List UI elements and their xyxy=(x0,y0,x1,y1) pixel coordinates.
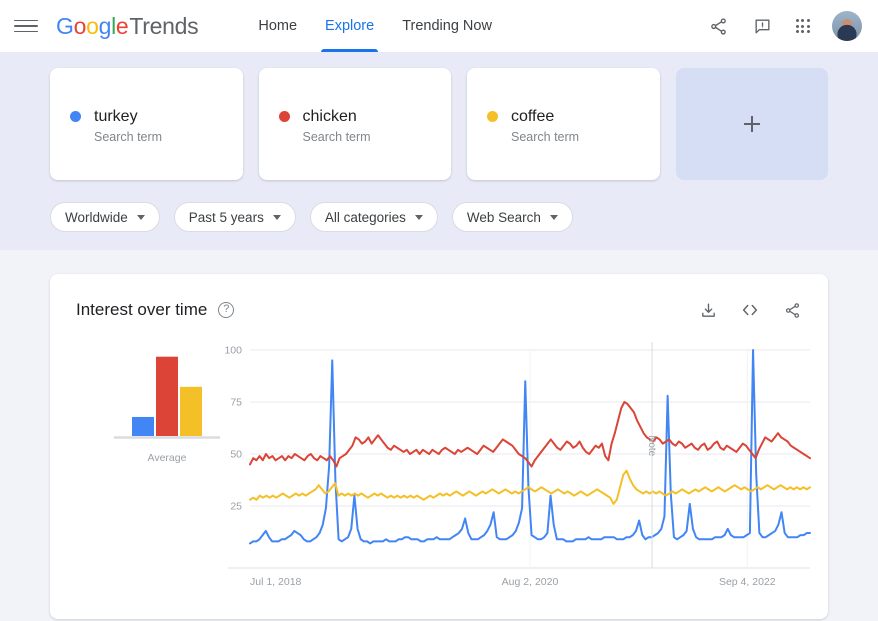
avatar[interactable] xyxy=(832,11,862,41)
filter-category-value: All categories xyxy=(324,209,406,225)
series-line-turkey xyxy=(249,349,811,545)
google-trends-logo[interactable]: Google Trends xyxy=(56,12,199,40)
average-bar-chicken xyxy=(156,356,178,436)
apps-grid-icon[interactable] xyxy=(795,18,810,34)
series-color-dot-coffee xyxy=(487,111,498,123)
series-line-chicken xyxy=(249,401,811,468)
google-wordmark: Google xyxy=(56,12,129,39)
search-term-name: chicken xyxy=(302,108,357,125)
nav-item-explore[interactable]: Explore xyxy=(311,0,388,52)
filter-search-type[interactable]: Web Search xyxy=(451,202,573,232)
chevron-down-icon xyxy=(549,214,558,220)
embed-icon[interactable] xyxy=(740,300,760,320)
filter-location-value: Worldwide xyxy=(65,209,128,225)
search-term-subtitle: Search term xyxy=(302,129,371,144)
y-tick-label: 25 xyxy=(230,501,242,513)
nav-item-trending-now[interactable]: Trending Now xyxy=(402,18,492,34)
help-icon[interactable]: ? xyxy=(218,302,235,318)
nav-item-home[interactable]: Home xyxy=(258,18,298,34)
filter-category[interactable]: All categories xyxy=(309,202,438,232)
add-comparison-button[interactable] xyxy=(675,68,828,180)
chevron-down-icon xyxy=(136,214,145,220)
chevron-down-icon xyxy=(272,214,281,220)
y-tick-label: 50 xyxy=(230,449,242,461)
share-icon[interactable] xyxy=(782,300,802,320)
series-color-dot-turkey xyxy=(70,111,81,123)
x-tick-label: Sep 4, 2022 xyxy=(719,576,776,588)
interest-over-time-panel: Interest over time ? xyxy=(50,274,828,619)
series-color-dot-chicken xyxy=(278,111,290,123)
feedback-icon[interactable] xyxy=(752,15,774,37)
search-term-card-coffee[interactable]: coffee Search term xyxy=(467,68,660,180)
average-bar-coffee xyxy=(180,386,202,436)
note-annotation-label: Note xyxy=(646,435,657,457)
app-header: Google Trends Home Explore Trending Now xyxy=(0,0,878,52)
search-term-card-turkey[interactable]: turkey Search term xyxy=(50,68,243,180)
y-tick-label: 75 xyxy=(230,397,242,409)
search-term-card-chicken[interactable]: chicken Search term xyxy=(258,68,451,180)
comparison-band: turkey Search term chicken Search term c… xyxy=(0,52,878,250)
search-term-subtitle: Search term xyxy=(94,129,163,144)
search-term-name: turkey xyxy=(94,108,138,125)
results-band: Interest over time ? xyxy=(0,250,878,619)
search-terms-row: turkey Search term chicken Search term c… xyxy=(0,68,878,180)
share-icon[interactable] xyxy=(708,15,730,37)
x-tick-label: Jul 1, 2018 xyxy=(250,576,302,588)
chevron-down-icon xyxy=(414,214,423,220)
panel-actions xyxy=(698,300,802,320)
trends-wordmark: Trends xyxy=(129,12,199,39)
y-tick-label: 100 xyxy=(224,345,242,357)
filter-time-range-value: Past 5 years xyxy=(188,209,264,225)
panel-header: Interest over time ? xyxy=(50,274,828,320)
series-line-coffee xyxy=(249,469,811,505)
search-term-name: coffee xyxy=(511,108,555,125)
plus-icon xyxy=(743,116,760,132)
average-bar-chart-label: Average xyxy=(147,452,187,464)
hamburger-icon[interactable] xyxy=(14,14,38,38)
page-title: Interest over time xyxy=(76,300,208,319)
filters-row: Worldwide Past 5 years All categories We… xyxy=(0,180,878,232)
x-tick-label: Aug 2, 2020 xyxy=(502,576,559,588)
average-bar-chart xyxy=(114,356,220,439)
download-icon[interactable] xyxy=(698,300,718,320)
interest-over-time-chart[interactable]: 25 50 75 100 Jul 1, 2018 Aug 2, 2020 Sep 4, 20… xyxy=(50,336,828,606)
filter-time-range[interactable]: Past 5 years xyxy=(173,202,296,232)
search-term-subtitle: Search term xyxy=(511,129,580,144)
filter-location[interactable]: Worldwide xyxy=(50,202,160,232)
filter-search-type-value: Web Search xyxy=(466,209,541,225)
main-nav: Home Explore Trending Now xyxy=(244,0,506,52)
average-bar-turkey xyxy=(132,416,154,436)
header-actions xyxy=(708,11,862,41)
